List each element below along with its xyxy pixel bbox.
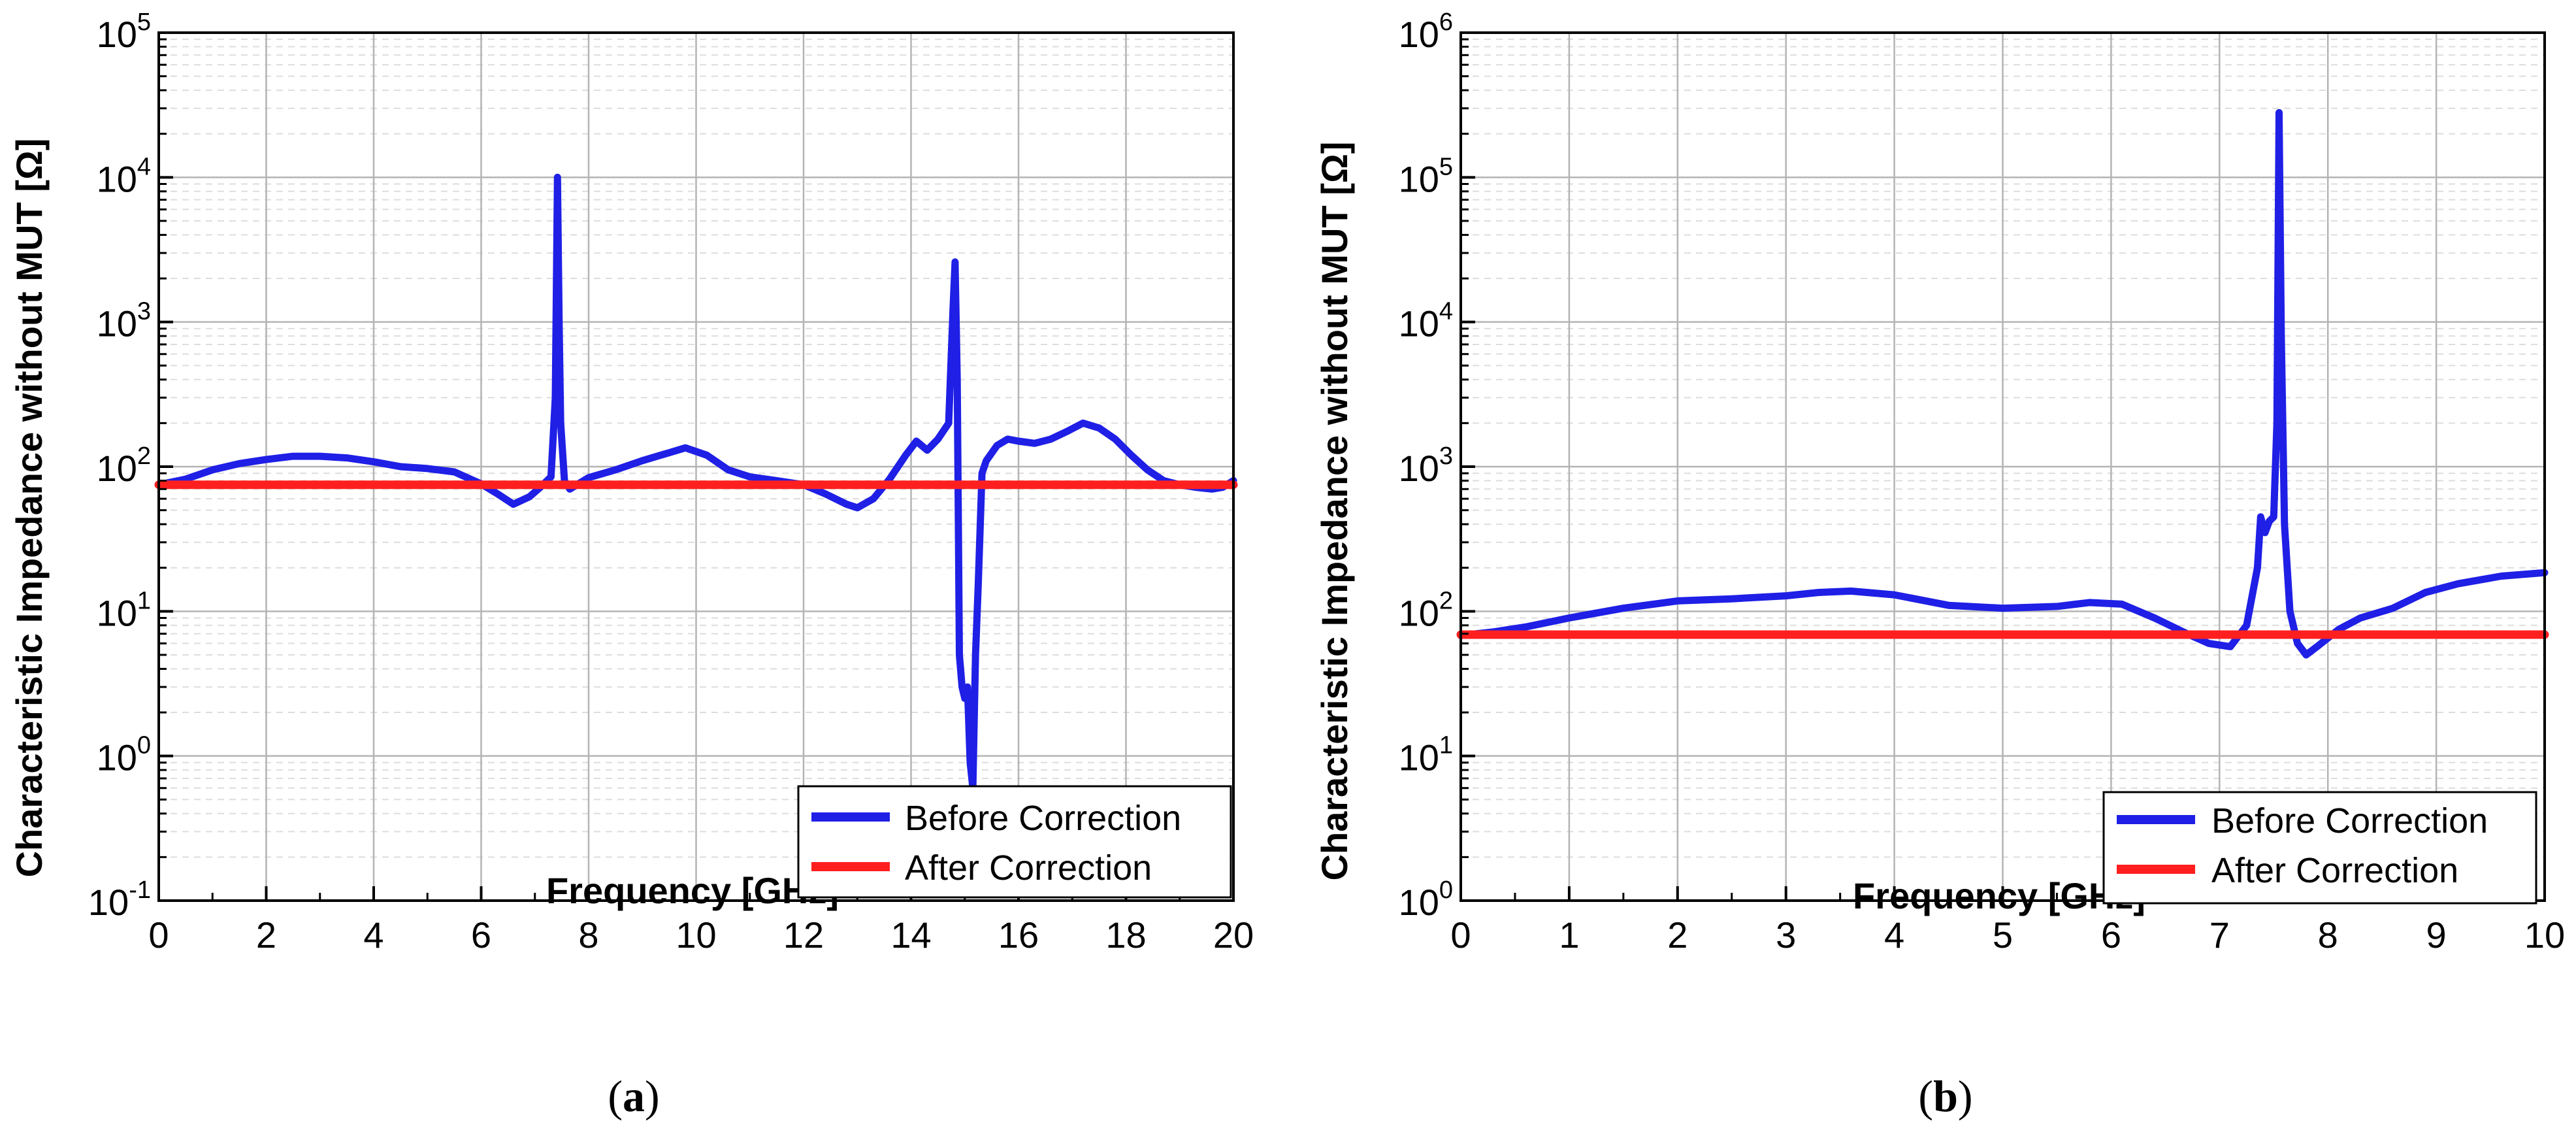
y-tick-label: 100: [97, 732, 151, 778]
x-tick-label: 5: [1993, 914, 2013, 956]
y-tick-label: 102: [1399, 587, 1453, 633]
y-tick-label: 104: [1399, 298, 1453, 344]
y-axis-title-b: Characteristic Impedance without MUT [Ω]: [1314, 142, 1355, 881]
panel-a: 0 2 4 6 8 10 12 14 16 18 20 10-1 100 101 102 103 104 105…: [8, 8, 1254, 1121]
x-tick-label: 6: [2101, 914, 2121, 956]
series-a: [154, 173, 1238, 792]
x-tick-label: 2: [256, 914, 276, 956]
series-line-before-correction: [1457, 108, 2549, 659]
x-tick-label: 8: [578, 914, 598, 956]
y-tick-label: 101: [97, 587, 151, 633]
y-tick-labels-b: 100 101 102 103 104 105 106: [1399, 8, 1453, 923]
x-tick-label: 0: [1450, 914, 1471, 956]
x-tick-label: 10: [676, 914, 716, 956]
x-tick-label: 4: [1884, 914, 1904, 956]
y-tick-label: 101: [1399, 732, 1453, 778]
panel-label-b: (b): [1918, 1071, 1972, 1121]
x-tick-labels-a: 0 2 4 6 8 10 12 14 16 18 20: [148, 914, 1254, 956]
x-tick-label: 10: [2524, 914, 2565, 956]
axes-b: [1459, 31, 2546, 902]
x-axis-title-b: Frequency [GHz]: [1853, 875, 2145, 916]
x-tick-label: 12: [783, 914, 824, 956]
legend-box-a: [797, 785, 1232, 899]
y-tick-label: 103: [97, 298, 151, 344]
y-tick-label: 103: [1399, 442, 1453, 489]
legend-label-after-a: After Correction: [905, 848, 1152, 888]
axes-a: [157, 31, 1235, 902]
legend-label-after-b: After Correction: [2211, 851, 2458, 890]
grid-a: [157, 31, 1235, 902]
legend-a: Before Correction After Correction: [797, 785, 1232, 899]
x-tick-label: 0: [148, 914, 169, 956]
y-tick-label: 104: [97, 153, 151, 199]
x-tick-label: 14: [890, 914, 931, 956]
legend-box-b: [2102, 791, 2537, 905]
panel-label-a: (a): [608, 1071, 659, 1121]
x-tick-label: 20: [1213, 914, 1254, 956]
x-tick-label: 6: [471, 914, 491, 956]
x-tick-label: 18: [1105, 914, 1146, 956]
x-tick-label: 4: [363, 914, 383, 956]
x-tick-label: 7: [2209, 914, 2230, 956]
x-tick-label: 8: [2318, 914, 2338, 956]
y-tick-label: 105: [97, 8, 151, 55]
y-tick-label: 100: [1399, 876, 1453, 923]
x-tick-labels-b: 0 1 2 3 4 5 6 7 8 9 10: [1450, 914, 2565, 956]
y-tick-label: 106: [1399, 8, 1453, 55]
x-tick-label: 9: [2426, 914, 2447, 956]
y-tick-labels-a: 10-1 100 101 102 103 104 105: [88, 8, 151, 923]
x-tick-label: 1: [1559, 914, 1579, 956]
y-tick-label: 10-1: [88, 876, 151, 923]
x-axis-title-a: Frequency [GHz]: [546, 870, 839, 911]
x-tick-label: 3: [1776, 914, 1796, 956]
grid-b: [1459, 31, 2546, 902]
x-tick-label: 16: [998, 914, 1039, 956]
legend-b: Before Correction After Correction: [2102, 791, 2537, 905]
x-tick-label: 2: [1667, 914, 1687, 956]
y-axis-title-a: Characteristic Impedance without MUT [Ω]: [8, 139, 50, 878]
legend-label-before-b: Before Correction: [2211, 801, 2488, 841]
y-tick-label: 105: [1399, 153, 1453, 199]
y-tick-label: 102: [97, 442, 151, 489]
series-b: [1456, 108, 2549, 659]
legend-label-before-a: Before Correction: [905, 799, 1181, 838]
panel-b: 0 1 2 3 4 5 6 7 8 9 10 100 101 102 103 104 105 106 Frequ…: [1314, 8, 2565, 1121]
